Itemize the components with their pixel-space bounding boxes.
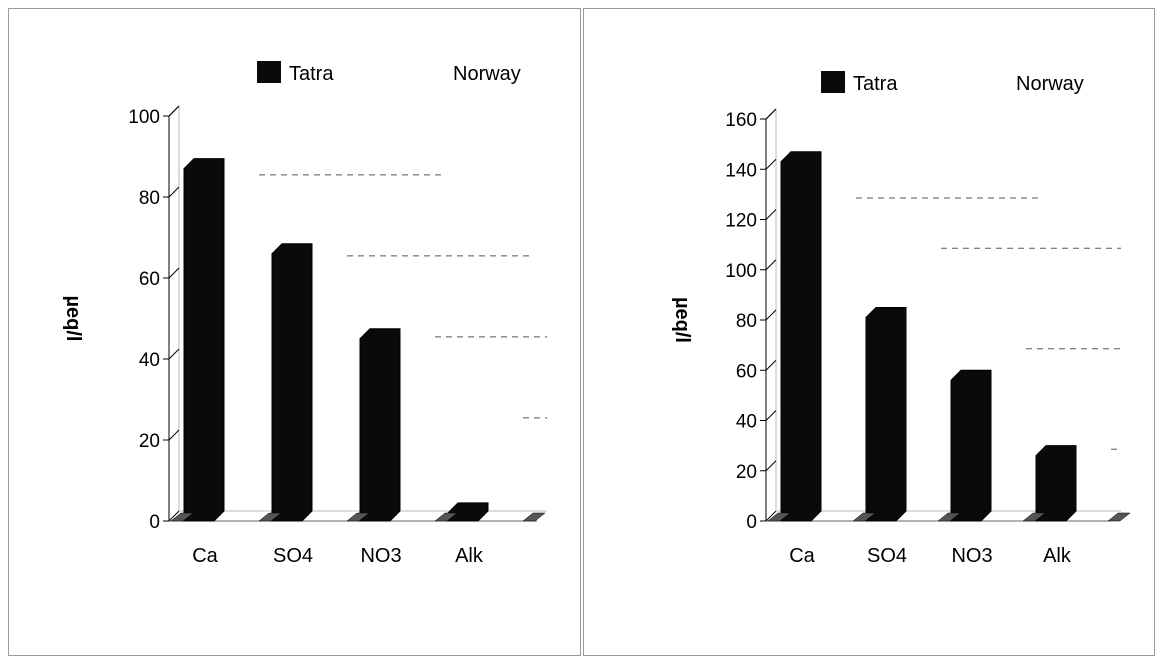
y-tick-depth [765,259,777,271]
floor-marker [767,512,791,522]
category-label: Ca [789,545,815,567]
y-tick-label: 40 [736,412,757,433]
y-tick-depth [168,510,180,522]
bar-tatra [950,369,992,522]
bar-tatra [865,306,907,522]
category-label: Alk [1043,545,1072,567]
y-tick-label: 0 [746,512,757,533]
category-label: Alk [455,545,484,567]
category-label: NO3 [360,545,401,567]
y-tick-depth [168,186,180,198]
y-tick-label: 160 [725,110,757,131]
floor-marker [522,512,546,522]
bar-tatra [1035,445,1077,522]
y-tick-label: 120 [725,211,757,232]
y-tick-label: 60 [139,269,160,290]
y-tick-label: 100 [725,261,757,282]
category-label: SO4 [867,545,907,567]
floor-marker [258,512,282,522]
y-tick-label: 0 [149,512,160,533]
chart-panel-right: 0 20 40 60 80 100 120 140 160 µeq/l Tatra Norway Ca S… [583,8,1155,656]
y-tick-depth [765,158,777,170]
floor-marker [434,512,458,522]
y-tick-depth [765,209,777,220]
y-tick-depth [168,429,180,441]
y-axis-title: µeq/l [62,296,84,342]
bar-tatra [780,151,822,522]
y-tick-depth [765,359,777,371]
y-tick-depth [765,309,777,321]
y-tick-depth [765,410,777,421]
y-tick-depth [765,510,777,522]
bar-tatra [183,158,225,522]
legend-label-norway: Norway [1016,73,1084,95]
legend-swatch-tatra [821,71,845,93]
y-tick-label: 20 [139,431,160,452]
y-tick-depth [168,267,180,279]
y-axis-title: µeq/l [671,297,693,343]
bar-tatra [359,328,401,522]
floor-marker [937,512,961,522]
legend-label-tatra: Tatra [853,73,898,95]
y-tick-label: 40 [139,350,160,371]
y-tick-label: 20 [736,462,757,483]
y-axis-line [168,105,180,521]
y-tick-label: 140 [725,160,757,181]
chart-panel-left: 0 20 40 60 80 100 µeq/l Tatra Norway Ca SO4 NO3 Alk [8,8,581,656]
y-tick-depth [765,108,777,120]
y-tick-label: 80 [139,188,160,209]
floor-marker [1107,512,1131,522]
category-label: SO4 [273,545,313,567]
y-tick-label: 80 [736,311,757,332]
chart-left: 0 20 40 60 80 100 µeq/l Tatra Norway Ca SO4 NO3 Alk [62,61,547,567]
legend-label-norway: Norway [453,63,521,85]
y-tick-depth [765,460,777,472]
bar-tatra [447,502,489,522]
floor-marker [346,512,370,522]
y-tick-label: 60 [736,361,757,382]
floor-marker [170,512,194,522]
category-label: Ca [192,545,218,567]
bar-tatra [271,243,313,522]
y-tick-depth [168,348,180,360]
chart-right: 0 20 40 60 80 100 120 140 160 µeq/l Tatra Norway Ca S… [671,71,1131,567]
legend-swatch-tatra [257,61,281,83]
y-tick-label: 100 [128,107,160,128]
floor-marker [1022,512,1046,522]
legend-label-tatra: Tatra [289,63,334,85]
category-label: NO3 [951,545,992,567]
y-tick-depth [168,105,180,117]
floor-marker [852,512,876,522]
